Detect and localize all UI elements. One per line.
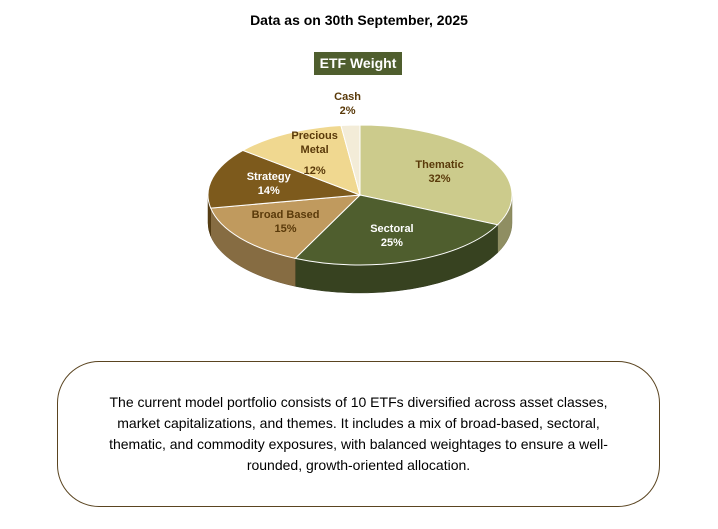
slice (241, 125, 361, 196)
slice-value: 12% (303, 164, 326, 177)
note-text: The current model portfolio consists of … (57, 361, 660, 507)
slice-value: 14% (257, 185, 280, 198)
slice-value: 15% (274, 222, 297, 235)
slice-label: Strategy (246, 171, 291, 184)
slice (294, 194, 499, 266)
chart-title: ETF Weight (314, 52, 402, 75)
slice-label: Thematic (415, 158, 464, 171)
slice-value: 2% (339, 105, 356, 118)
slice (209, 194, 362, 259)
slice (359, 124, 513, 226)
slice (340, 124, 361, 196)
slice-value: 25% (380, 236, 403, 249)
slice-label: Sectoral (370, 222, 414, 235)
slice-label: Cash (334, 91, 362, 104)
slice-label: Precious Metal (291, 129, 338, 156)
slice-value: 32% (428, 172, 451, 185)
slice (207, 149, 361, 209)
date-heading: Data as on 30th September, 2025 (250, 12, 468, 28)
slice-label: Broad Based (251, 208, 320, 221)
